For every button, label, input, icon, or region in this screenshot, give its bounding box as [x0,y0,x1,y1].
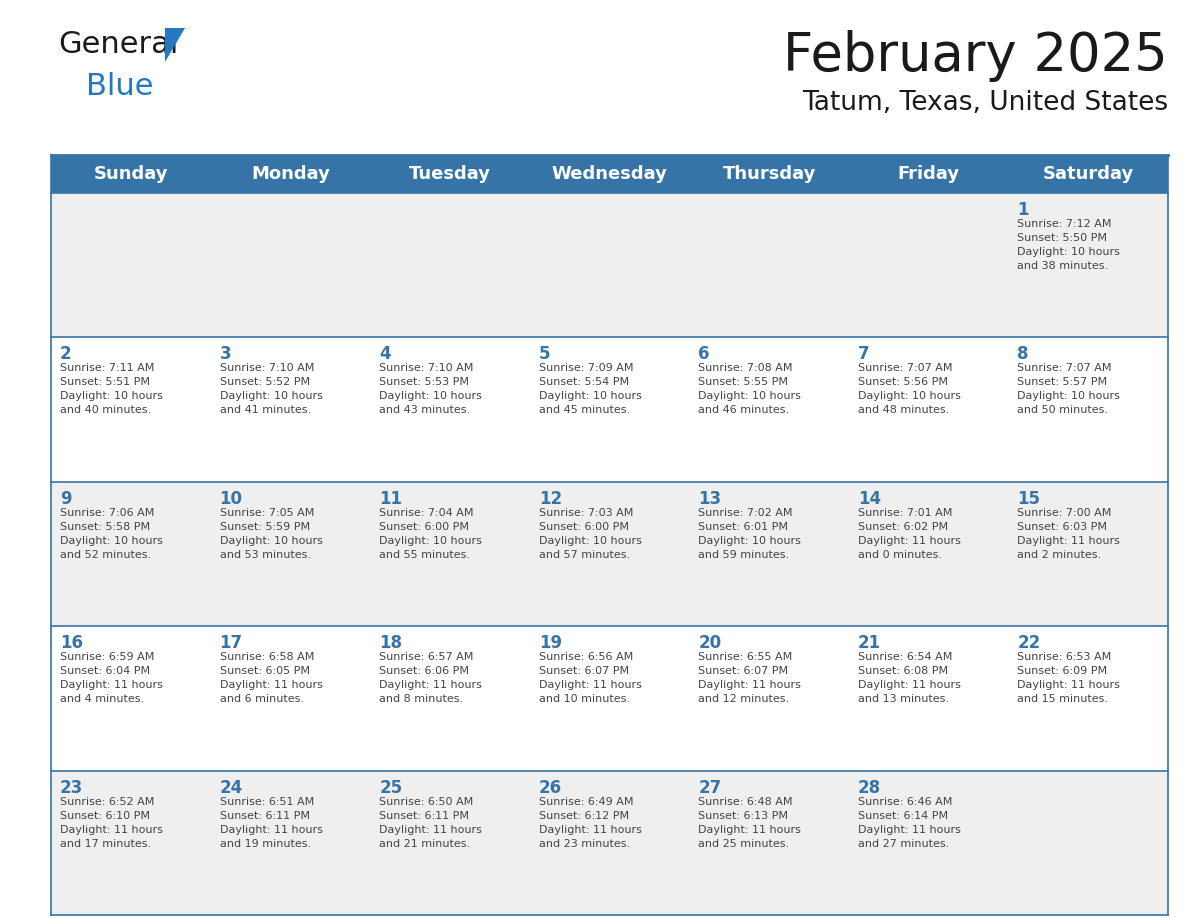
Text: Sunrise: 6:52 AM
Sunset: 6:10 PM
Daylight: 11 hours
and 17 minutes.: Sunrise: 6:52 AM Sunset: 6:10 PM Dayligh… [61,797,163,848]
Text: Sunrise: 7:10 AM
Sunset: 5:52 PM
Daylight: 10 hours
and 41 minutes.: Sunrise: 7:10 AM Sunset: 5:52 PM Dayligh… [220,364,322,416]
Text: Sunrise: 6:50 AM
Sunset: 6:11 PM
Daylight: 11 hours
and 21 minutes.: Sunrise: 6:50 AM Sunset: 6:11 PM Dayligh… [379,797,482,848]
Text: Sunrise: 7:05 AM
Sunset: 5:59 PM
Daylight: 10 hours
and 53 minutes.: Sunrise: 7:05 AM Sunset: 5:59 PM Dayligh… [220,508,322,560]
Text: 25: 25 [379,778,403,797]
Bar [51,155,1168,193]
Text: 17: 17 [220,634,242,652]
Text: Sunrise: 7:03 AM
Sunset: 6:00 PM
Daylight: 10 hours
and 57 minutes.: Sunrise: 7:03 AM Sunset: 6:00 PM Dayligh… [538,508,642,560]
Text: 10: 10 [220,490,242,508]
Text: Sunrise: 7:12 AM
Sunset: 5:50 PM
Daylight: 10 hours
and 38 minutes.: Sunrise: 7:12 AM Sunset: 5:50 PM Dayligh… [1017,219,1120,271]
Text: 2: 2 [61,345,71,364]
Text: Sunrise: 7:09 AM
Sunset: 5:54 PM
Daylight: 10 hours
and 45 minutes.: Sunrise: 7:09 AM Sunset: 5:54 PM Dayligh… [538,364,642,416]
Text: 8: 8 [1017,345,1029,364]
Text: 5: 5 [538,345,550,364]
Bar [51,626,1168,770]
Text: Sunrise: 6:54 AM
Sunset: 6:08 PM
Daylight: 11 hours
and 13 minutes.: Sunrise: 6:54 AM Sunset: 6:08 PM Dayligh… [858,652,961,704]
Text: 13: 13 [699,490,721,508]
Bar [51,482,1168,626]
Text: Sunrise: 7:06 AM
Sunset: 5:58 PM
Daylight: 10 hours
and 52 minutes.: Sunrise: 7:06 AM Sunset: 5:58 PM Dayligh… [61,508,163,560]
Text: Sunrise: 6:53 AM
Sunset: 6:09 PM
Daylight: 11 hours
and 15 minutes.: Sunrise: 6:53 AM Sunset: 6:09 PM Dayligh… [1017,652,1120,704]
Text: Sunrise: 7:10 AM
Sunset: 5:53 PM
Daylight: 10 hours
and 43 minutes.: Sunrise: 7:10 AM Sunset: 5:53 PM Dayligh… [379,364,482,416]
Text: Sunrise: 6:57 AM
Sunset: 6:06 PM
Daylight: 11 hours
and 8 minutes.: Sunrise: 6:57 AM Sunset: 6:06 PM Dayligh… [379,652,482,704]
Text: 1: 1 [1017,201,1029,219]
Text: 21: 21 [858,634,881,652]
Bar [51,338,1168,482]
Text: Sunrise: 7:07 AM
Sunset: 5:56 PM
Daylight: 10 hours
and 48 minutes.: Sunrise: 7:07 AM Sunset: 5:56 PM Dayligh… [858,364,961,416]
Bar [51,770,1168,915]
Text: February 2025: February 2025 [783,30,1168,82]
Text: 24: 24 [220,778,242,797]
Text: 11: 11 [379,490,403,508]
Text: Sunrise: 6:48 AM
Sunset: 6:13 PM
Daylight: 11 hours
and 25 minutes.: Sunrise: 6:48 AM Sunset: 6:13 PM Dayligh… [699,797,801,848]
Text: Tatum, Texas, United States: Tatum, Texas, United States [802,90,1168,116]
Text: Sunrise: 7:01 AM
Sunset: 6:02 PM
Daylight: 11 hours
and 0 minutes.: Sunrise: 7:01 AM Sunset: 6:02 PM Dayligh… [858,508,961,560]
Text: Sunrise: 7:07 AM
Sunset: 5:57 PM
Daylight: 10 hours
and 50 minutes.: Sunrise: 7:07 AM Sunset: 5:57 PM Dayligh… [1017,364,1120,416]
Text: 9: 9 [61,490,71,508]
Text: Wednesday: Wednesday [551,165,668,183]
Text: Sunrise: 6:51 AM
Sunset: 6:11 PM
Daylight: 11 hours
and 19 minutes.: Sunrise: 6:51 AM Sunset: 6:11 PM Dayligh… [220,797,322,848]
Text: Sunrise: 6:49 AM
Sunset: 6:12 PM
Daylight: 11 hours
and 23 minutes.: Sunrise: 6:49 AM Sunset: 6:12 PM Dayligh… [538,797,642,848]
Text: Sunrise: 6:56 AM
Sunset: 6:07 PM
Daylight: 11 hours
and 10 minutes.: Sunrise: 6:56 AM Sunset: 6:07 PM Dayligh… [538,652,642,704]
Text: Sunrise: 7:02 AM
Sunset: 6:01 PM
Daylight: 10 hours
and 59 minutes.: Sunrise: 7:02 AM Sunset: 6:01 PM Dayligh… [699,508,801,560]
Text: 14: 14 [858,490,881,508]
Text: Sunrise: 7:08 AM
Sunset: 5:55 PM
Daylight: 10 hours
and 46 minutes.: Sunrise: 7:08 AM Sunset: 5:55 PM Dayligh… [699,364,801,416]
Text: General: General [58,30,178,59]
Text: 26: 26 [538,778,562,797]
Text: 28: 28 [858,778,881,797]
Text: Sunrise: 7:11 AM
Sunset: 5:51 PM
Daylight: 10 hours
and 40 minutes.: Sunrise: 7:11 AM Sunset: 5:51 PM Dayligh… [61,364,163,416]
Text: Blue: Blue [86,72,153,101]
Polygon shape [165,28,185,62]
Text: 6: 6 [699,345,709,364]
Text: 23: 23 [61,778,83,797]
Text: 19: 19 [538,634,562,652]
Text: 15: 15 [1017,490,1041,508]
Text: 20: 20 [699,634,721,652]
Text: Sunday: Sunday [94,165,168,183]
Text: Sunrise: 7:04 AM
Sunset: 6:00 PM
Daylight: 10 hours
and 55 minutes.: Sunrise: 7:04 AM Sunset: 6:00 PM Dayligh… [379,508,482,560]
Text: 16: 16 [61,634,83,652]
Text: Sunrise: 6:55 AM
Sunset: 6:07 PM
Daylight: 11 hours
and 12 minutes.: Sunrise: 6:55 AM Sunset: 6:07 PM Dayligh… [699,652,801,704]
Text: 18: 18 [379,634,403,652]
Text: 3: 3 [220,345,232,364]
Text: 22: 22 [1017,634,1041,652]
Text: Sunrise: 6:58 AM
Sunset: 6:05 PM
Daylight: 11 hours
and 6 minutes.: Sunrise: 6:58 AM Sunset: 6:05 PM Dayligh… [220,652,322,704]
Text: 7: 7 [858,345,870,364]
Text: 27: 27 [699,778,721,797]
Text: Sunrise: 6:46 AM
Sunset: 6:14 PM
Daylight: 11 hours
and 27 minutes.: Sunrise: 6:46 AM Sunset: 6:14 PM Dayligh… [858,797,961,848]
Text: Sunrise: 6:59 AM
Sunset: 6:04 PM
Daylight: 11 hours
and 4 minutes.: Sunrise: 6:59 AM Sunset: 6:04 PM Dayligh… [61,652,163,704]
Text: 4: 4 [379,345,391,364]
Bar [51,193,1168,338]
Text: 12: 12 [538,490,562,508]
Text: Friday: Friday [898,165,960,183]
Text: Sunrise: 7:00 AM
Sunset: 6:03 PM
Daylight: 11 hours
and 2 minutes.: Sunrise: 7:00 AM Sunset: 6:03 PM Dayligh… [1017,508,1120,560]
Text: Saturday: Saturday [1043,165,1133,183]
Text: Monday: Monday [251,165,330,183]
Text: Tuesday: Tuesday [409,165,491,183]
Text: Thursday: Thursday [722,165,816,183]
